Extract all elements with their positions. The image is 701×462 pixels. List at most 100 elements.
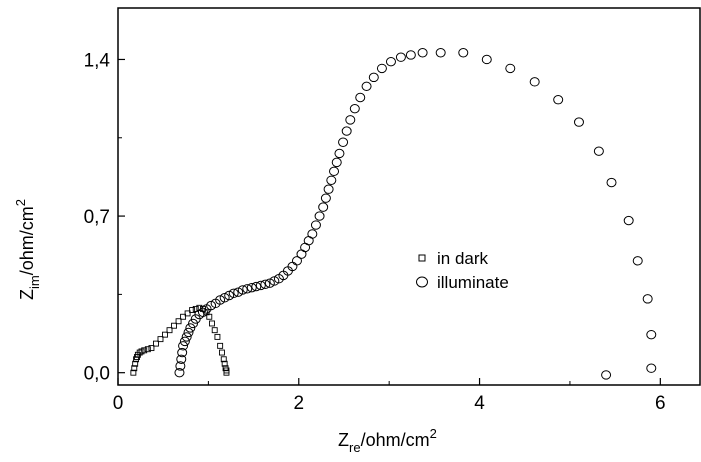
point-in-dark (209, 320, 215, 327)
point-in-dark (189, 307, 196, 313)
point-illuminate (179, 336, 190, 347)
x-tick-label: 0 (113, 393, 124, 414)
point-illuminate (183, 327, 194, 338)
point-illuminate (458, 48, 469, 58)
point-in-dark (132, 360, 139, 367)
point-illuminate (593, 146, 604, 156)
y-tick-label: 1,4 (84, 50, 111, 71)
point-in-dark (171, 322, 177, 329)
legend-marker-in-dark (418, 254, 426, 262)
point-illuminate (174, 367, 185, 378)
point-illuminate (481, 54, 492, 65)
point-illuminate (291, 256, 302, 266)
point-illuminate (246, 282, 257, 293)
legend: in dark illuminate (416, 249, 509, 292)
svg-text:Zim/ohm/cm2: Zim/ohm/cm2 (13, 199, 42, 300)
x-axis-label: Zre/ohm/cm2 (338, 426, 437, 455)
point-illuminate (529, 77, 540, 87)
y-tick-label: 0,7 (84, 207, 110, 228)
point-illuminate (573, 117, 584, 127)
point-in-dark (166, 327, 173, 334)
point-in-dark (130, 369, 137, 376)
point-illuminate (553, 95, 564, 105)
point-illuminate (341, 126, 352, 136)
x-tick-label: 6 (655, 393, 666, 414)
y-axis-label-sup: 2 (13, 199, 28, 206)
point-illuminate (334, 148, 345, 159)
point-in-dark (180, 313, 187, 320)
point-illuminate (642, 294, 653, 304)
point-illuminate (228, 288, 239, 298)
y-axis-label-main: Z (17, 289, 37, 300)
point-illuminate (405, 50, 416, 60)
point-illuminate (331, 157, 342, 168)
point-in-dark (141, 347, 148, 354)
point-illuminate (178, 341, 189, 351)
point-illuminate (197, 307, 208, 317)
point-in-dark (221, 360, 228, 367)
y-axis-label-unit: /ohm/cm (17, 206, 37, 275)
point-illuminate (260, 279, 271, 290)
point-illuminate (505, 63, 516, 74)
point-illuminate (355, 92, 366, 103)
point-illuminate (175, 361, 186, 371)
point-illuminate (601, 370, 612, 380)
point-illuminate (435, 48, 446, 58)
point-in-dark (211, 327, 218, 334)
point-illuminate (237, 285, 248, 295)
point-illuminate (345, 115, 356, 125)
point-in-dark (223, 369, 230, 376)
legend-marker-illuminate (416, 276, 428, 288)
x-axis-label-sub: re (349, 440, 361, 455)
point-illuminate (314, 211, 325, 221)
point-illuminate (606, 177, 617, 188)
point-illuminate (326, 175, 337, 185)
point-in-dark (220, 356, 227, 363)
plot-frame (117, 7, 701, 386)
point-illuminate (318, 202, 329, 212)
point-in-dark (144, 346, 151, 353)
point-illuminate (188, 318, 199, 329)
x-axis-label-main: Z (338, 430, 349, 450)
point-illuminate (310, 220, 321, 230)
point-illuminate (338, 137, 349, 147)
x-tick-label: 4 (474, 393, 485, 414)
legend-label-in-dark: in dark (437, 249, 489, 268)
point-illuminate (623, 215, 634, 226)
point-illuminate (176, 354, 187, 364)
point-in-dark (148, 345, 155, 352)
point-illuminate (385, 56, 396, 67)
point-illuminate (251, 281, 262, 292)
point-illuminate (395, 52, 406, 62)
y-tick-label: 0,0 (84, 364, 110, 385)
point-illuminate (320, 193, 331, 203)
point-illuminate (646, 363, 657, 373)
point-in-dark (131, 365, 138, 372)
svg-text:Zre/ohm/cm2: Zre/ohm/cm2 (338, 426, 437, 455)
x-axis-label-unit: /ohm/cm (361, 430, 430, 450)
point-in-dark (184, 310, 191, 317)
point-in-dark (218, 349, 225, 356)
point-illuminate (329, 166, 340, 177)
point-in-dark (157, 336, 164, 343)
point-illuminate (255, 280, 266, 291)
point-in-dark (175, 318, 182, 325)
point-illuminate (242, 284, 253, 294)
point-illuminate (368, 72, 379, 83)
series-illuminate (174, 48, 657, 380)
y-axis-label-sub: im (27, 275, 42, 289)
point-illuminate (646, 329, 657, 340)
point-in-dark (153, 340, 159, 347)
legend-label-illuminate: illuminate (437, 273, 509, 292)
point-illuminate (349, 103, 360, 114)
series-in-dark (130, 304, 230, 376)
point-illuminate (361, 81, 372, 92)
point-illuminate (185, 323, 196, 333)
x-axis-label-sup: 2 (430, 426, 437, 441)
point-illuminate (307, 229, 318, 239)
point-illuminate (181, 332, 192, 342)
point-illuminate (376, 63, 387, 74)
point-illuminate (323, 184, 334, 194)
y-axis-label: Zim/ohm/cm2 (13, 199, 42, 300)
